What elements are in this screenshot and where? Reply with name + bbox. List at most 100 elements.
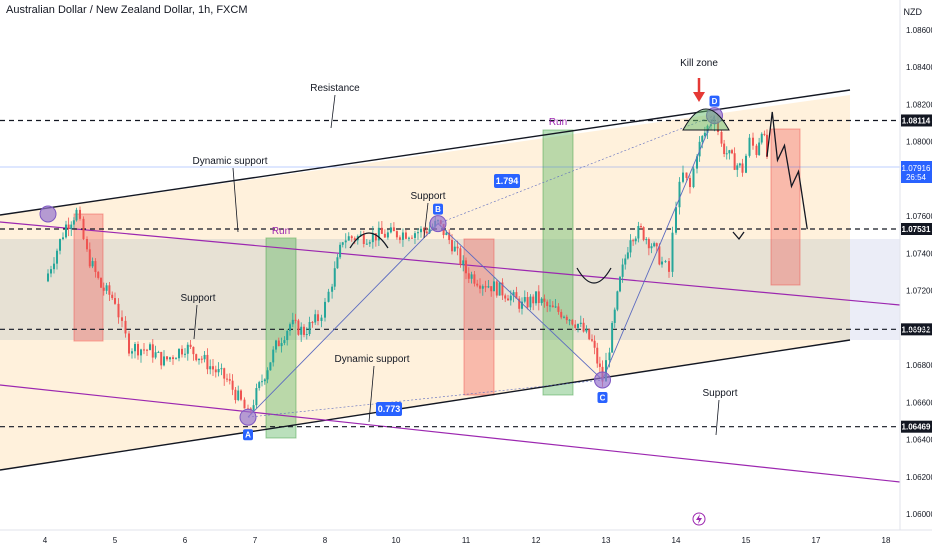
candle-body bbox=[146, 349, 148, 351]
level-tag-text: 1.07531 bbox=[902, 225, 931, 234]
candle-body bbox=[178, 348, 180, 359]
candle-body bbox=[305, 334, 308, 336]
level-tag bbox=[901, 323, 932, 336]
candle-body bbox=[320, 317, 323, 321]
range-band bbox=[0, 239, 850, 340]
candle-body bbox=[653, 243, 656, 247]
fib-badge-2-bg bbox=[376, 402, 402, 416]
chart-title: Australian Dollar / New Zealand Dollar, … bbox=[6, 4, 248, 16]
candle-body bbox=[582, 322, 585, 332]
candle-body bbox=[47, 273, 49, 282]
candle-body bbox=[209, 366, 212, 370]
kill-zone-arrowhead bbox=[693, 92, 705, 102]
candle-body bbox=[344, 240, 347, 243]
candle-body bbox=[220, 368, 223, 370]
y-tick-label: 1.06800 bbox=[906, 361, 932, 370]
candle-body bbox=[585, 329, 588, 332]
candle-body bbox=[234, 389, 237, 401]
candle-body bbox=[664, 261, 667, 263]
candle-body bbox=[82, 218, 85, 240]
label-dynamic-support-bottom: Dynamic support bbox=[334, 354, 409, 365]
label-resistance: Resistance bbox=[310, 83, 360, 94]
candle-body bbox=[701, 136, 704, 142]
candle-body bbox=[624, 258, 627, 265]
candle-body bbox=[111, 294, 114, 299]
level-tag-text: 1.06992 bbox=[902, 325, 931, 334]
candle-body bbox=[537, 291, 540, 304]
candle-body bbox=[529, 296, 532, 308]
pointer-dynamic-support-top bbox=[232, 167, 239, 233]
pattern-point-badge bbox=[433, 203, 443, 215]
candle-body bbox=[203, 354, 206, 360]
candle-body bbox=[97, 271, 100, 278]
fib-badge-1: 1.794 bbox=[496, 176, 519, 186]
candle-body bbox=[166, 356, 168, 360]
candle-body bbox=[423, 228, 425, 232]
x-tick-label: 6 bbox=[183, 536, 188, 545]
level-tag bbox=[901, 222, 932, 235]
candle-body bbox=[86, 239, 88, 250]
candle-body bbox=[741, 163, 744, 173]
candle-body bbox=[237, 390, 240, 401]
candle-body bbox=[291, 319, 294, 325]
x-tick-label: 17 bbox=[812, 536, 821, 545]
y-tick-label: 1.08600 bbox=[906, 26, 932, 35]
candle-body bbox=[398, 237, 401, 240]
x-tick-label: 7 bbox=[253, 536, 258, 545]
fib-badge-2: 0.773 bbox=[378, 404, 401, 414]
lightning-icon[interactable] bbox=[692, 512, 706, 526]
candle-body bbox=[738, 163, 741, 166]
pointer-support-left bbox=[193, 304, 198, 340]
x-tick-label: 18 bbox=[882, 536, 891, 545]
currency-label: NZD bbox=[903, 7, 923, 17]
y-tick-label: 1.06600 bbox=[906, 398, 932, 407]
candle-body bbox=[490, 286, 493, 292]
candle-body bbox=[650, 246, 653, 249]
candle-body bbox=[571, 319, 574, 325]
candle-body bbox=[280, 343, 283, 347]
candle-body bbox=[108, 285, 111, 295]
pattern-leg bbox=[247, 223, 439, 418]
candle-body bbox=[453, 246, 456, 252]
candle-body bbox=[634, 238, 637, 242]
candle-body bbox=[560, 311, 563, 318]
pattern-leg bbox=[602, 115, 715, 381]
candle-body bbox=[353, 238, 356, 241]
candle-body bbox=[275, 340, 277, 350]
lightning-glyph bbox=[696, 514, 702, 524]
candle-body bbox=[380, 227, 383, 234]
candle-body bbox=[258, 382, 261, 389]
candle-body bbox=[574, 324, 577, 328]
candle-body bbox=[331, 286, 334, 292]
green-zone-2 bbox=[542, 129, 574, 396]
candle-body bbox=[407, 237, 410, 239]
candle-body bbox=[752, 137, 754, 146]
candle-body bbox=[94, 261, 97, 272]
fib-badge-1-bg bbox=[494, 174, 520, 188]
candle-body bbox=[487, 286, 490, 288]
candle-body bbox=[479, 285, 481, 289]
candle-body bbox=[760, 133, 763, 143]
x-axis: 4 5 6 7 8 10 11 12 13 14 15 17 18 bbox=[43, 536, 891, 545]
x-tick-label: 5 bbox=[113, 536, 118, 545]
y-tick-label: 1.07400 bbox=[906, 249, 932, 258]
candle-body bbox=[374, 233, 377, 241]
candle-body bbox=[745, 155, 747, 173]
candle-body bbox=[59, 239, 61, 251]
candle-body bbox=[255, 388, 258, 406]
candle-body bbox=[70, 224, 73, 229]
candle-body bbox=[371, 233, 374, 243]
candle-body bbox=[368, 242, 371, 244]
candle-body bbox=[243, 399, 246, 409]
pattern-point-label: D bbox=[712, 97, 718, 106]
candle-body bbox=[481, 286, 484, 289]
candle-body bbox=[445, 232, 448, 236]
pointer-resistance bbox=[330, 94, 336, 129]
candle-body bbox=[484, 286, 487, 288]
candle-body bbox=[593, 340, 596, 348]
candle-body bbox=[448, 232, 451, 241]
candle-body bbox=[428, 228, 431, 234]
candle-body bbox=[217, 368, 220, 373]
